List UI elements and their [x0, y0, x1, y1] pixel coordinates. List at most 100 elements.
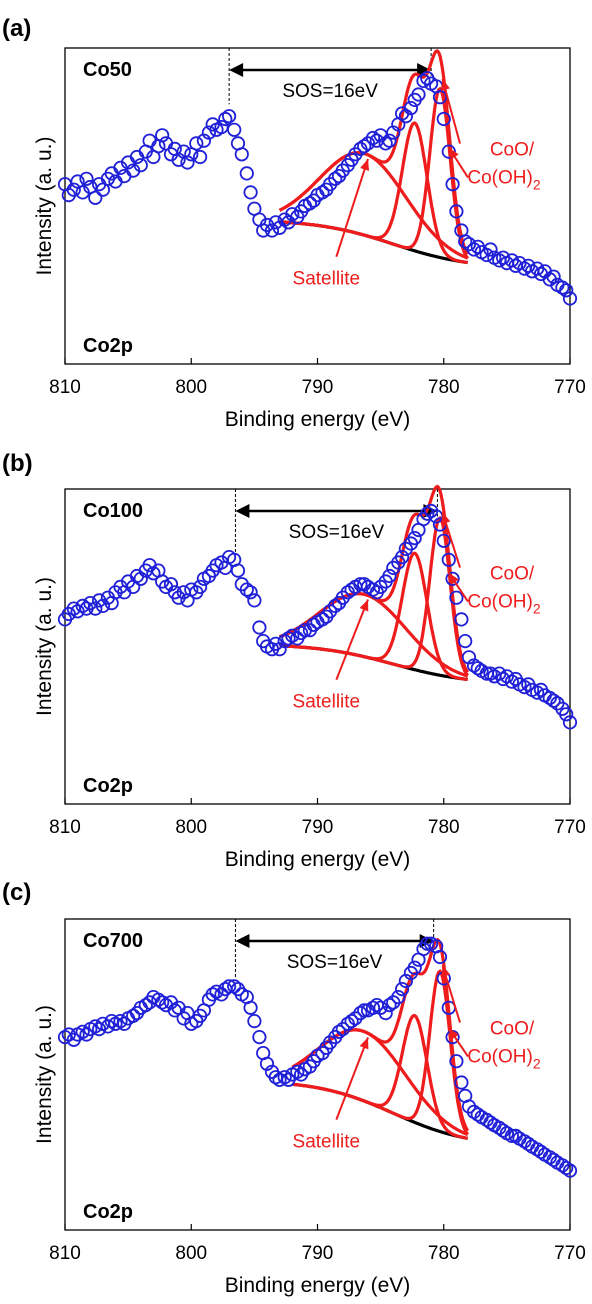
- y-axis-label: Intensity (a. u.): [33, 577, 56, 716]
- coo-arrowhead: [441, 512, 451, 525]
- data-point: [247, 1013, 262, 1029]
- data-point: [75, 1024, 90, 1039]
- data-point: [432, 949, 448, 965]
- data-point: [230, 563, 246, 578]
- data-point: [504, 1128, 519, 1144]
- data-point: [403, 101, 418, 116]
- data-point: [155, 995, 170, 1010]
- data-point: [353, 577, 368, 592]
- data-point: [416, 73, 431, 89]
- y-axis-label: Intensity (a. u.): [33, 1005, 56, 1144]
- data-point: [328, 598, 343, 614]
- data-point: [193, 149, 208, 165]
- data-point: [420, 936, 435, 951]
- data-point: [436, 111, 451, 127]
- data-point: [365, 582, 381, 597]
- satellite-arrow: [335, 1036, 369, 1120]
- data-point: [517, 679, 532, 695]
- data-point: [562, 1163, 578, 1178]
- chart-panel-b: (b) 810 800 790 780 770 Binding energy (eV) Int…: [2, 450, 586, 871]
- data-point: [394, 549, 410, 565]
- data-point: [382, 133, 397, 148]
- data-point: [449, 1054, 464, 1069]
- x-tick-label: 780: [428, 817, 460, 838]
- satellite-label: Satellite: [293, 269, 361, 290]
- data-point: [483, 666, 498, 681]
- x-axis-label: Binding energy (eV): [225, 848, 411, 871]
- coo-label: CoO/: [490, 140, 535, 161]
- data-point: [227, 122, 242, 137]
- data-point: [239, 582, 254, 597]
- data-point: [382, 997, 397, 1013]
- sos-arrow-head: [419, 934, 434, 948]
- data-point: [441, 552, 456, 567]
- coo-arrowhead: [441, 965, 451, 978]
- data-point: [126, 1008, 141, 1023]
- coo-arrowhead: [440, 78, 450, 91]
- data-point: [378, 136, 393, 151]
- data-point: [504, 674, 519, 689]
- data-point: [365, 130, 381, 146]
- data-point: [353, 1005, 368, 1021]
- sos-arrow-head: [417, 63, 432, 77]
- satellite-arrowhead: [359, 599, 369, 612]
- fit-peak-3: [279, 515, 469, 677]
- satellite-arrow: [335, 599, 369, 681]
- cooh-main: Co(OH): [467, 168, 532, 189]
- data-point: [559, 707, 574, 722]
- data-point: [277, 1070, 292, 1085]
- cooh-subscript: 2: [533, 177, 541, 193]
- x-tick-label: 770: [554, 817, 586, 838]
- data-point: [243, 1000, 258, 1015]
- data-point: [79, 171, 94, 186]
- cooh-subscript: 2: [533, 1056, 541, 1072]
- satellite-arrowhead: [359, 1037, 369, 1050]
- sos-arrow-head: [229, 63, 244, 77]
- data-point: [113, 1013, 128, 1029]
- data-point: [411, 87, 426, 102]
- data-point: [449, 590, 464, 605]
- data-point: [458, 234, 473, 249]
- x-tick-label: 810: [49, 817, 81, 838]
- data-point: [441, 144, 456, 159]
- data-point: [222, 109, 237, 124]
- x-tick-label: 800: [175, 817, 207, 838]
- satellite-label: Satellite: [293, 1132, 361, 1153]
- sample-label: Co700: [83, 930, 143, 952]
- data-point: [391, 989, 406, 1005]
- data-point: [133, 158, 148, 173]
- data-point: [227, 979, 242, 994]
- data-point: [247, 593, 262, 608]
- x-tick-label: 780: [428, 1243, 460, 1264]
- satellite-label: Satellite: [293, 692, 361, 713]
- data-point: [378, 1005, 393, 1021]
- coo-arrowhead: [448, 1028, 459, 1040]
- data-point: [293, 625, 309, 641]
- data-point: [281, 631, 296, 646]
- x-tick-label: 800: [175, 1243, 207, 1264]
- x-tick-label: 790: [302, 1243, 334, 1264]
- data-point: [264, 223, 280, 238]
- x-tick-label: 810: [49, 1243, 81, 1264]
- data-point: [562, 715, 578, 730]
- data-point: [315, 185, 330, 200]
- cooh-main: Co(OH): [467, 1047, 532, 1068]
- data-point: [88, 190, 103, 205]
- data-point: [562, 291, 578, 306]
- data-point: [365, 1000, 381, 1015]
- data-point: [243, 185, 258, 200]
- data-point: [546, 693, 561, 708]
- data-point: [243, 585, 258, 600]
- data-point: [222, 979, 237, 994]
- x-tick-label: 790: [302, 817, 334, 838]
- cooh-label: Co(OH)2: [467, 592, 540, 617]
- data-point: [331, 1024, 347, 1039]
- data-point: [138, 997, 153, 1013]
- data-point: [555, 280, 570, 295]
- sos-label: SOS=16eV: [287, 952, 383, 973]
- data-point: [559, 283, 574, 298]
- background-curve: [292, 1082, 468, 1140]
- coo-arrow: [441, 78, 461, 144]
- data-point: [546, 269, 561, 284]
- data-point: [239, 166, 254, 181]
